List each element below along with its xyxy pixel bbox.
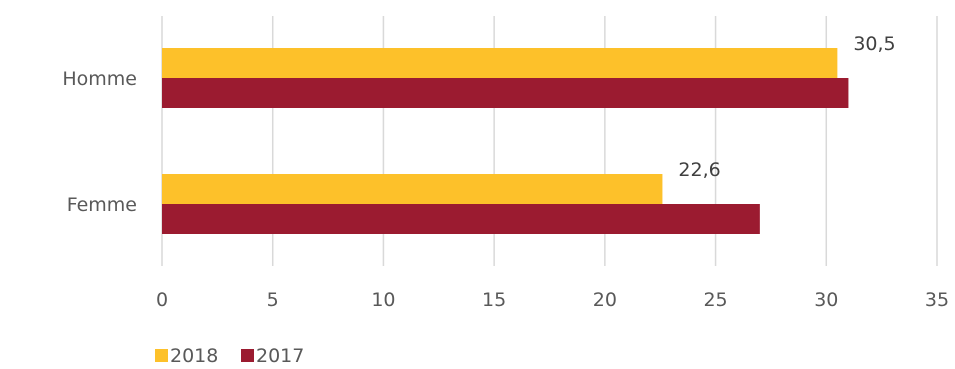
data-labels: 30,5 22,6 <box>678 33 895 181</box>
data-label: 22,6 <box>678 159 720 181</box>
bar-2018-femme <box>162 174 663 204</box>
legend-swatch-2018 <box>155 349 168 362</box>
legend-label-2018: 2018 <box>170 345 218 367</box>
x-tick-label: 10 <box>371 289 395 311</box>
x-tick-label: 25 <box>703 289 727 311</box>
bar-2017-femme <box>162 204 760 234</box>
category-labels: Homme Femme <box>62 68 137 216</box>
data-label: 30,5 <box>853 33 895 55</box>
category-label-homme: Homme <box>62 68 137 90</box>
x-tick-label: 20 <box>593 289 617 311</box>
x-tick-label: 15 <box>482 289 506 311</box>
x-tick-label: 0 <box>156 289 168 311</box>
x-tick-label: 35 <box>925 289 949 311</box>
x-axis-ticks: 0 5 10 15 20 25 30 35 <box>156 289 949 311</box>
legend: 2018 2017 <box>155 345 304 367</box>
legend-swatch-2017 <box>241 349 254 362</box>
bar-2018-homme <box>162 48 838 78</box>
bar-2017-homme <box>162 78 849 108</box>
x-tick-label: 5 <box>267 289 279 311</box>
legend-label-2017: 2017 <box>256 345 304 367</box>
x-tick-label: 30 <box>814 289 838 311</box>
bars <box>162 48 849 234</box>
category-label-femme: Femme <box>67 194 137 216</box>
